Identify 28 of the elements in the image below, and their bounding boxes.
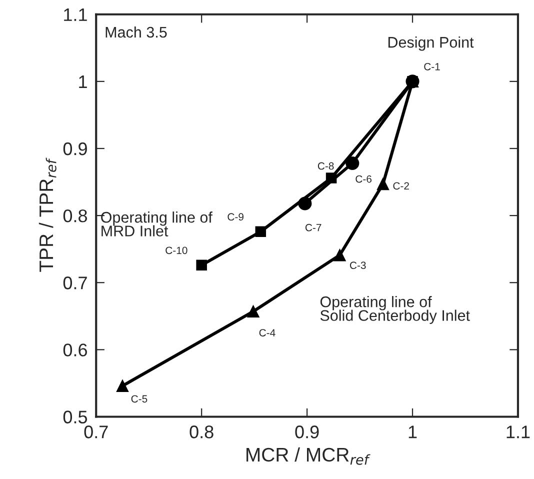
- annotation: C-1: [424, 62, 440, 70]
- annotation: C-7: [305, 224, 322, 232]
- x-tick-label: 1.1: [506, 426, 530, 438]
- y-tick-label: 0.8: [63, 209, 88, 222]
- annotation: Operating line of Solid Centerbody Inlet: [320, 296, 470, 324]
- annotation: C-8: [318, 162, 334, 170]
- y-tick-label: 0.5: [63, 410, 88, 424]
- annotation: C-6: [356, 175, 372, 183]
- x-axis-title: MCR / MCR$_{ref}$: [246, 447, 370, 465]
- y-axis-title: TPR / TPR$_{ref}$: [38, 158, 56, 272]
- annotation: C-5: [131, 395, 148, 403]
- x-tick-label: 0.8: [190, 426, 214, 438]
- y-tick-label: 0.7: [63, 276, 87, 290]
- annotation: C-4: [259, 329, 276, 336]
- annotation: Design Point: [388, 36, 474, 51]
- y-tick-label: 1.1: [64, 8, 87, 21]
- y-tick-label: 0.6: [63, 344, 87, 356]
- x-tick-label: 0.7: [84, 426, 108, 438]
- annotation: Operating line of MRD Inlet: [101, 212, 212, 236]
- annotation: C-3: [350, 262, 366, 270]
- annotation: C-10: [166, 246, 188, 254]
- annotation: C-2: [393, 182, 409, 190]
- x-tick-label: 1: [408, 426, 417, 438]
- y-tick-label: 1: [79, 76, 87, 88]
- annotation: C-9: [228, 213, 244, 221]
- x-tick-label: 0.9: [295, 426, 319, 438]
- annotation: Mach 3.5: [106, 26, 167, 38]
- y-tick-label: 0.9: [63, 142, 87, 156]
